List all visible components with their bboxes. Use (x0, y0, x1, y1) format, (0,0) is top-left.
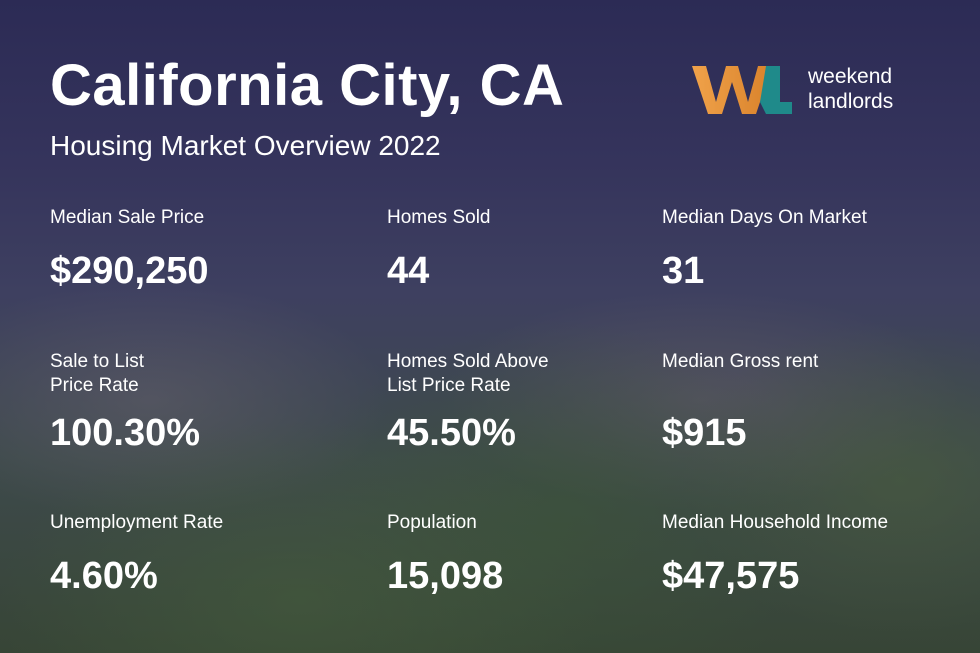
stat-label-line: Price Rate (50, 375, 139, 396)
stat-value: 4.60% (50, 555, 158, 597)
stat-label: Median Days On Market (662, 206, 867, 230)
stat-value: $290,250 (50, 250, 209, 292)
stat-value: 31 (662, 250, 705, 292)
stat-label: Homes Sold Above List Price Rate (387, 350, 549, 398)
stat-label-line: Unemployment Rate (50, 512, 224, 533)
stat-value: 100.30% (50, 412, 201, 454)
stat-label-line: Median Gross rent (662, 351, 819, 372)
stat-label-line: Sale to List (50, 351, 144, 372)
stat-label: Median Sale Price (50, 206, 204, 230)
stat-label-line: Median Days On Market (662, 207, 867, 228)
stat-label: Sale to List Price Rate (50, 350, 144, 398)
stat-value: 44 (387, 250, 430, 292)
stat-label: Median Gross rent (662, 350, 818, 374)
subtitle: Housing Market Overview 2022 (50, 130, 441, 161)
stat-label-line: Population (387, 512, 477, 533)
logo-line: landlords (808, 90, 894, 113)
logo-mark (692, 66, 792, 114)
stat-label-line: List Price Rate (387, 375, 511, 396)
stat-label-line: Median Sale Price (50, 207, 205, 228)
title: California City, CA (50, 53, 565, 118)
logo-line: weekend (808, 65, 893, 88)
stat-value: 15,098 (387, 555, 504, 597)
stat-label: Unemployment Rate (50, 511, 223, 535)
stat-label-line: Median Household Income (662, 512, 889, 533)
stat-label: Population (387, 511, 477, 535)
stat-value: 45.50% (387, 412, 516, 454)
stat-label: Homes Sold (387, 206, 491, 230)
stat-value: $915 (662, 412, 747, 454)
stat-value: $47,575 (662, 555, 800, 597)
stat-label-line: Homes Sold (387, 207, 491, 228)
stat-label-line: Homes Sold Above (387, 351, 549, 372)
stat-label: Median Household Income (662, 511, 888, 535)
logo-text: weekend landlords (808, 64, 893, 114)
